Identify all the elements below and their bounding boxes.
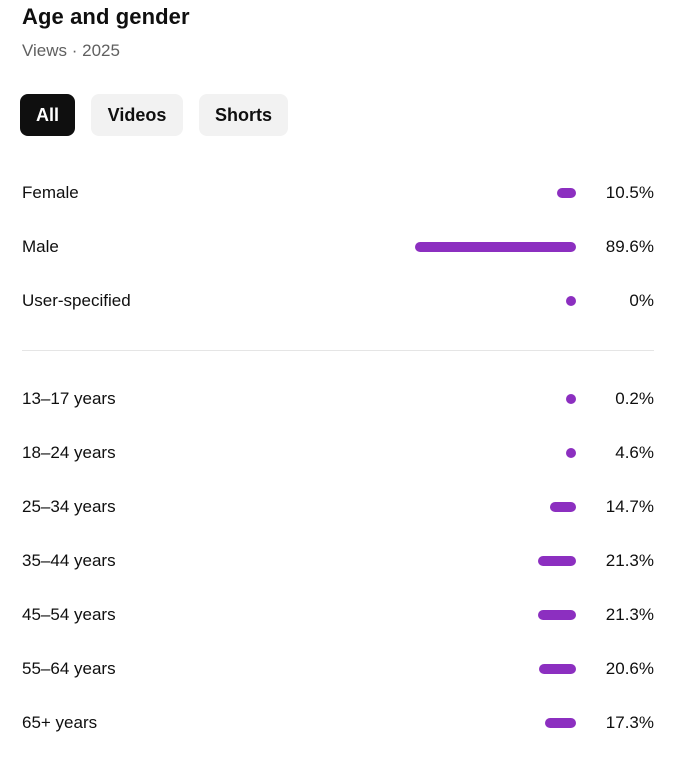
age-row: 55–64 years 20.6%: [0, 654, 689, 684]
age-row: 13–17 years 0.2%: [0, 384, 689, 414]
age-bar: [538, 556, 576, 566]
panel-subtitle: Views · 2025: [22, 41, 120, 60]
gender-bar: [566, 296, 576, 306]
gender-row-male: Male 89.6%: [0, 232, 689, 262]
age-percent: 17.3%: [605, 713, 654, 732]
age-row: 25–34 years 14.7%: [0, 492, 689, 522]
age-row: 18–24 years 4.6%: [0, 438, 689, 468]
age-bar: [566, 448, 576, 458]
age-label: 18–24 years: [22, 443, 116, 462]
age-label: 45–54 years: [22, 605, 116, 624]
gender-bar: [415, 242, 576, 252]
gender-row-female: Female 10.5%: [0, 178, 689, 208]
age-row: 35–44 years 21.3%: [0, 546, 689, 576]
age-bar: [545, 718, 576, 728]
age-label: 13–17 years: [22, 389, 116, 408]
panel-title: Age and gender: [22, 4, 190, 29]
filter-chip-shorts[interactable]: Shorts: [199, 94, 288, 136]
age-bar: [539, 664, 576, 674]
age-percent: 0.2%: [615, 389, 654, 408]
age-row: 65+ years 17.3%: [0, 708, 689, 738]
section-divider: [22, 350, 654, 351]
gender-percent: 10.5%: [605, 183, 654, 202]
age-label: 35–44 years: [22, 551, 116, 570]
gender-row-user-specified: User-specified 0%: [0, 286, 689, 316]
gender-label: Female: [22, 183, 79, 202]
age-label: 55–64 years: [22, 659, 116, 678]
age-percent: 20.6%: [605, 659, 654, 678]
gender-percent: 0%: [629, 291, 654, 310]
gender-label: User-specified: [22, 291, 131, 310]
age-bar: [538, 610, 576, 620]
age-label: 65+ years: [22, 713, 98, 732]
age-row: 45–54 years 21.3%: [0, 600, 689, 630]
age-percent: 14.7%: [605, 497, 654, 516]
age-label: 25–34 years: [22, 497, 116, 516]
age-bar: [550, 502, 576, 512]
age-percent: 21.3%: [605, 605, 654, 624]
filter-chip-all[interactable]: All: [20, 94, 75, 136]
gender-bar: [557, 188, 576, 198]
filter-chip-videos[interactable]: Videos: [91, 94, 183, 136]
gender-percent: 89.6%: [605, 237, 654, 256]
age-percent: 4.6%: [615, 443, 654, 462]
gender-label: Male: [22, 237, 59, 256]
age-percent: 21.3%: [605, 551, 654, 570]
age-bar: [566, 394, 576, 404]
